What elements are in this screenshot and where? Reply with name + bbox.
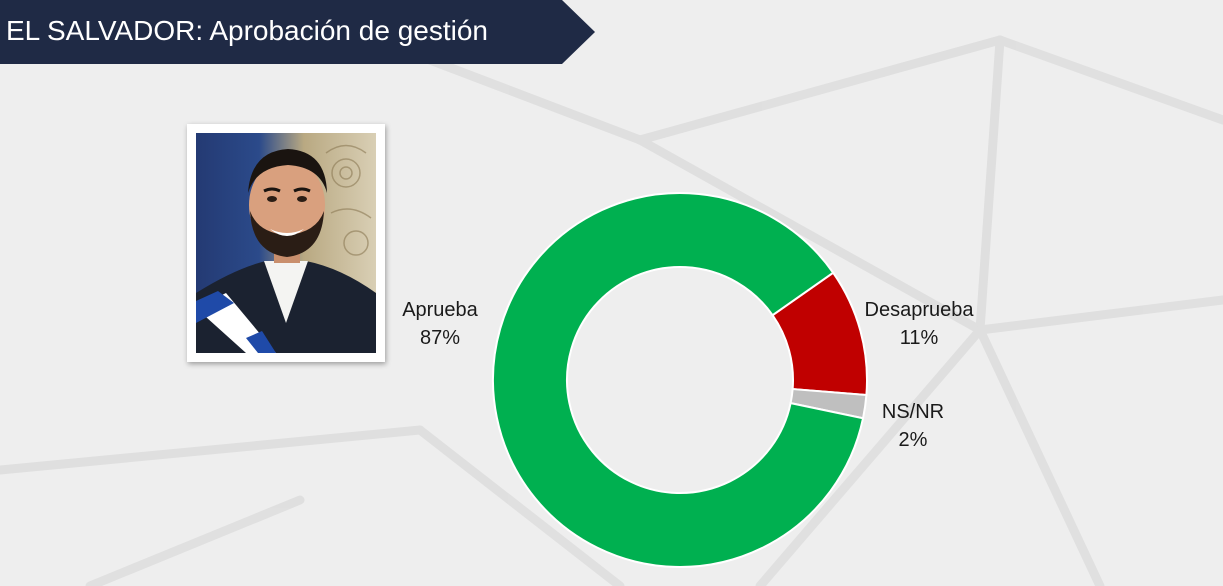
slice-aprueba bbox=[492, 192, 865, 568]
slice-label-aprueba: Aprueba 87% bbox=[370, 296, 510, 352]
category-label: NS/NR bbox=[881, 401, 945, 423]
category-label: Aprueba bbox=[402, 299, 478, 321]
value-label: 87% bbox=[419, 327, 461, 349]
slice-label-desaprueba: Desaprueba 11% bbox=[849, 296, 989, 352]
portrait-frame bbox=[187, 124, 385, 362]
donut-slices bbox=[492, 192, 868, 568]
value-label: 11% bbox=[899, 327, 939, 349]
page-title: EL SALVADOR: Aprobación de gestión bbox=[6, 15, 488, 46]
title-banner: EL SALVADOR: Aprobación de gestión bbox=[0, 0, 595, 64]
slice-label-nsnr: NS/NR 2% bbox=[843, 398, 983, 454]
value-label: 2% bbox=[898, 429, 928, 451]
portrait-photo bbox=[196, 133, 376, 353]
category-label: Desaprueba bbox=[864, 299, 974, 321]
